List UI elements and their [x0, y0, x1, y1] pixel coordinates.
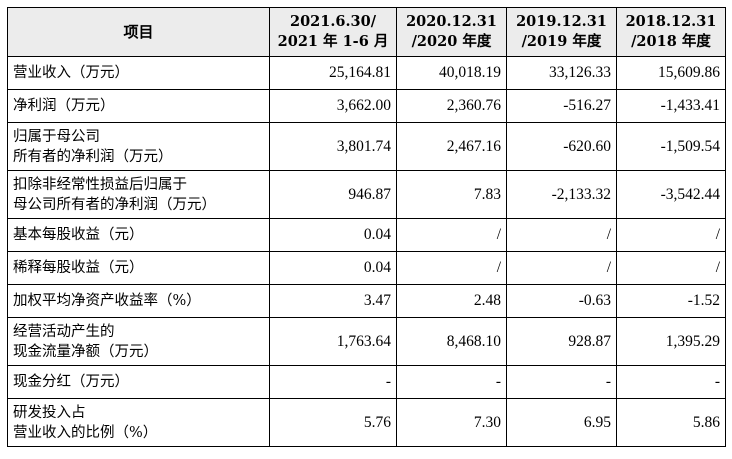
- cell-value: 946.87: [269, 170, 397, 219]
- cell-value: 3,801.74: [269, 122, 397, 171]
- cell-value: 5.76: [269, 398, 397, 447]
- table-row: 基本每股收益（元） 0.04 / / /: [7, 218, 726, 252]
- row-label-line: 加权平均净资产收益率（%）: [13, 293, 201, 309]
- table-row: 加权平均净资产收益率（%） 3.47 2.48 -0.63 -1.52: [7, 284, 726, 318]
- header-line: 2020.12.31: [406, 13, 497, 30]
- table-row: 归属于母公司 所有者的净利润（万元） 3,801.74 2,467.16 -62…: [7, 122, 726, 171]
- table-row: 扣除非经常性损益后归属于 母公司所有者的净利润（万元） 946.87 7.83 …: [7, 170, 726, 219]
- row-label: 现金分红（万元）: [7, 365, 270, 399]
- row-label-line: 研发投入占: [13, 404, 86, 421]
- header-line: 2021 年 1-6 月: [277, 33, 389, 50]
- header-line: /2020 年度: [411, 33, 492, 50]
- table-row: 研发投入占 营业收入的比例（%） 5.76 7.30 6.95 5.86: [7, 398, 726, 447]
- header-line: /2019 年度: [521, 33, 602, 50]
- row-label-line: 经营活动产生的: [13, 323, 115, 340]
- cell-value: /: [506, 218, 617, 252]
- header-line: 项目: [123, 23, 154, 41]
- cell-value: 0.04: [269, 251, 397, 285]
- header-cell-item: 项目: [7, 7, 270, 57]
- row-label: 经营活动产生的 现金流量净额（万元）: [7, 317, 270, 366]
- row-label-line: 现金分红（万元）: [13, 374, 129, 390]
- row-label: 研发投入占 营业收入的比例（%）: [7, 398, 270, 447]
- cell-value: -516.27: [506, 89, 617, 123]
- cell-value: 2,360.76: [396, 89, 507, 123]
- cell-value: /: [616, 218, 726, 252]
- row-label-line: 营业收入（万元）: [13, 65, 129, 81]
- cell-value: -3,542.44: [616, 170, 726, 219]
- row-label-line: 所有者的净利润（万元）: [13, 148, 173, 165]
- cell-value: 7.83: [396, 170, 507, 219]
- table-row: 经营活动产生的 现金流量净额（万元） 1,763.64 8,468.10 928…: [7, 317, 726, 366]
- financial-summary-table: 项目 2021.6.30/ 2021 年 1-6 月 2020.12.31 /2…: [7, 7, 726, 447]
- table-body: 营业收入（万元） 25,164.81 40,018.19 33,126.33 1…: [7, 56, 726, 447]
- cell-value: -: [616, 365, 726, 399]
- row-label: 稀释每股收益（元）: [7, 251, 270, 285]
- cell-value: 0.04: [269, 218, 397, 252]
- header-cell-2020: 2020.12.31 /2020 年度: [396, 7, 507, 57]
- cell-value: 1,763.64: [269, 317, 397, 366]
- cell-value: -2,133.32: [506, 170, 617, 219]
- header-cell-2021h1: 2021.6.30/ 2021 年 1-6 月: [269, 7, 397, 57]
- header-line: /2018 年度: [631, 33, 711, 50]
- cell-value: -1,509.54: [616, 122, 726, 171]
- cell-value: 3.47: [269, 284, 397, 318]
- row-label-line: 归属于母公司: [13, 128, 100, 145]
- cell-value: 33,126.33: [506, 56, 617, 90]
- header-cell-2018: 2018.12.31 /2018 年度: [616, 7, 726, 57]
- cell-value: 7.30: [396, 398, 507, 447]
- cell-value: 25,164.81: [269, 56, 397, 90]
- row-label-line: 现金流量净额（万元）: [13, 343, 158, 360]
- header-cell-2019: 2019.12.31 /2019 年度: [506, 7, 617, 57]
- cell-value: -: [269, 365, 397, 399]
- row-label-line: 稀释每股收益（元）: [13, 260, 144, 276]
- table-row: 净利润（万元） 3,662.00 2,360.76 -516.27 -1,433…: [7, 89, 726, 123]
- cell-value: 1,395.29: [616, 317, 726, 366]
- cell-value: -1.52: [616, 284, 726, 318]
- cell-value: -: [396, 365, 507, 399]
- cell-value: 15,609.86: [616, 56, 726, 90]
- cell-value: 5.86: [616, 398, 726, 447]
- header-line: 2021.6.30/: [289, 13, 377, 30]
- cell-value: /: [506, 251, 617, 285]
- cell-value: -1,433.41: [616, 89, 726, 123]
- row-label-line: 净利润（万元）: [13, 98, 115, 114]
- row-label: 净利润（万元）: [7, 89, 270, 123]
- row-label-line: 基本每股收益（元）: [13, 227, 144, 243]
- cell-value: /: [396, 251, 507, 285]
- table-row: 稀释每股收益（元） 0.04 / / /: [7, 251, 726, 285]
- row-label: 营业收入（万元）: [7, 56, 270, 90]
- cell-value: -0.63: [506, 284, 617, 318]
- cell-value: 8,468.10: [396, 317, 507, 366]
- cell-value: 3,662.00: [269, 89, 397, 123]
- cell-value: /: [396, 218, 507, 252]
- cell-value: 2.48: [396, 284, 507, 318]
- cell-value: 928.87: [506, 317, 617, 366]
- header-line: 2018.12.31: [625, 13, 717, 30]
- row-label: 扣除非经常性损益后归属于 母公司所有者的净利润（万元）: [7, 170, 270, 219]
- cell-value: 2,467.16: [396, 122, 507, 171]
- row-label: 归属于母公司 所有者的净利润（万元）: [7, 122, 270, 171]
- row-label: 加权平均净资产收益率（%）: [7, 284, 270, 318]
- cell-value: 6.95: [506, 398, 617, 447]
- header-row: 项目 2021.6.30/ 2021 年 1-6 月 2020.12.31 /2…: [7, 7, 726, 57]
- cell-value: -620.60: [506, 122, 617, 171]
- row-label-line: 扣除非经常性损益后归属于: [13, 176, 187, 193]
- header-line: 2019.12.31: [516, 13, 607, 30]
- row-label-line: 母公司所有者的净利润（万元）: [13, 196, 216, 213]
- cell-value: 40,018.19: [396, 56, 507, 90]
- cell-value: /: [616, 251, 726, 285]
- table-row: 营业收入（万元） 25,164.81 40,018.19 33,126.33 1…: [7, 56, 726, 90]
- row-label-line: 营业收入的比例（%）: [13, 424, 158, 441]
- cell-value: -: [506, 365, 617, 399]
- row-label: 基本每股收益（元）: [7, 218, 270, 252]
- table-row: 现金分红（万元） - - - -: [7, 365, 726, 399]
- table-header: 项目 2021.6.30/ 2021 年 1-6 月 2020.12.31 /2…: [7, 7, 726, 57]
